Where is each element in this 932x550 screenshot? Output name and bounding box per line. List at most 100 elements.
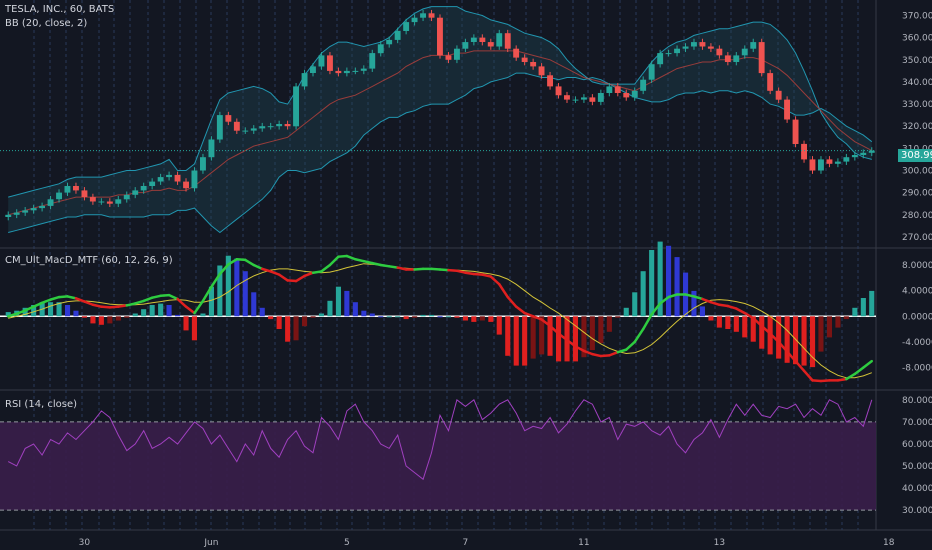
macd-line-segment: [845, 372, 857, 381]
rsi-axis-tick-label: 80.0000: [902, 396, 932, 406]
macd-histogram-bar: [623, 307, 629, 317]
last-price-tag: 308.99: [898, 149, 932, 162]
macd-line-segment: [853, 366, 865, 376]
candle-body: [318, 55, 325, 67]
candle-body: [818, 159, 824, 171]
macd-line-segment: [811, 379, 823, 383]
candle-body: [792, 119, 799, 144]
candle-body: [276, 124, 283, 127]
candle-body: [428, 13, 435, 18]
macd-histogram-bar: [860, 298, 866, 317]
macd-histogram-bar: [657, 241, 663, 317]
macd-line-segment: [862, 359, 874, 369]
macd-line-segment: [32, 301, 44, 308]
macd-line-segment: [252, 263, 264, 271]
candle-body: [513, 48, 520, 58]
macd-line-segment: [328, 255, 340, 267]
macd-histogram-bar: [632, 292, 638, 317]
macd-histogram-bar: [462, 316, 468, 321]
macd-histogram-bar: [801, 316, 807, 366]
macd-line-segment: [66, 295, 78, 300]
macd-histogram-bar: [310, 316, 316, 318]
candle-body: [335, 70, 342, 74]
candle-body: [487, 42, 494, 47]
macd-axis-tick-label: -8.0000: [902, 364, 932, 374]
macd-line-segment: [6, 312, 18, 318]
price-axis-tick-label: 360.00: [902, 34, 932, 44]
macd-histogram-bar: [420, 314, 426, 317]
candle-body: [343, 70, 350, 74]
macd-histogram-bar: [183, 316, 189, 331]
macd-histogram-bar: [234, 258, 240, 317]
macd-histogram-bar: [302, 316, 308, 327]
macd-histogram-bar: [251, 292, 257, 317]
macd-line-segment: [514, 305, 526, 315]
macd-histogram-bar: [208, 286, 214, 317]
candle-body: [581, 97, 587, 100]
candle-body: [386, 39, 393, 45]
macd-histogram-bar: [225, 255, 231, 317]
macd-histogram-bar: [200, 313, 206, 317]
macd-histogram-bar: [5, 312, 11, 317]
candle-body: [47, 199, 54, 206]
macd-histogram-bar: [716, 316, 722, 328]
macd-histogram-bar: [759, 316, 765, 349]
macd-line-segment: [108, 305, 120, 309]
macd-line-segment: [387, 265, 399, 269]
macd-histogram-bar: [429, 314, 435, 317]
macd-line-segment: [472, 272, 484, 276]
macd-line-segment: [40, 298, 52, 305]
macd-line-segment: [625, 340, 636, 351]
macd-histogram-bar: [217, 265, 223, 317]
candle-body: [564, 95, 570, 100]
macd-histogram-bar: [352, 302, 358, 317]
candle-body: [750, 42, 757, 49]
macd-line-segment: [150, 294, 162, 299]
candle-body: [242, 130, 249, 132]
candle-body: [267, 126, 274, 128]
macd-histogram-bar: [471, 316, 477, 322]
macd-histogram-bar: [513, 316, 519, 366]
price-axis-tick-label: 370.00: [902, 12, 932, 22]
candle-body: [208, 139, 215, 158]
candle-body: [64, 186, 71, 193]
candle-body: [445, 55, 452, 60]
bb-lower-band: [8, 72, 873, 234]
candle-body: [191, 170, 198, 189]
macd-histogram-bar: [496, 316, 502, 335]
macd-line-segment: [692, 295, 704, 301]
macd-line-segment: [582, 349, 594, 356]
macd-line-segment: [701, 297, 713, 304]
macd-line-segment: [548, 324, 560, 335]
candle-body: [868, 150, 875, 153]
macd-line-segment: [743, 311, 755, 320]
rsi-axis-tick-label: 40.0000: [902, 484, 932, 494]
candle-body: [462, 42, 469, 49]
rsi-band-fill: [0, 421, 876, 511]
macd-line-segment: [565, 338, 577, 348]
macd-histogram-bar: [530, 316, 536, 359]
candle-body: [22, 210, 29, 213]
x-axis-tick-label: 18: [883, 538, 895, 548]
macd-line-segment: [159, 293, 171, 298]
macd-line-segment: [464, 271, 476, 276]
candle-body: [183, 181, 189, 189]
macd-line-segment: [768, 332, 780, 344]
macd-histogram-bar: [158, 303, 164, 317]
price-axis-tick-label: 300.00: [902, 167, 932, 177]
macd-histogram-bar: [318, 313, 324, 317]
bb-indicator-label: BB (20, close, 2): [5, 18, 88, 29]
macd-line-segment: [819, 379, 831, 383]
macd-histogram-bar: [335, 286, 341, 317]
candle-body: [394, 31, 401, 40]
rsi-axis-tick-label: 30.0000: [902, 506, 932, 516]
macd-line-segment: [176, 297, 188, 308]
macd-line-segment: [277, 273, 289, 282]
macd-line-segment: [709, 300, 721, 307]
macd-line-segment: [599, 354, 611, 358]
macd-line-segment: [650, 302, 662, 316]
price-pane-title: TESLA, INC., 60, BATS: [5, 4, 115, 15]
macd-line-segment: [438, 268, 450, 272]
candle-body: [682, 46, 689, 49]
macd-histogram-bar: [90, 316, 96, 324]
